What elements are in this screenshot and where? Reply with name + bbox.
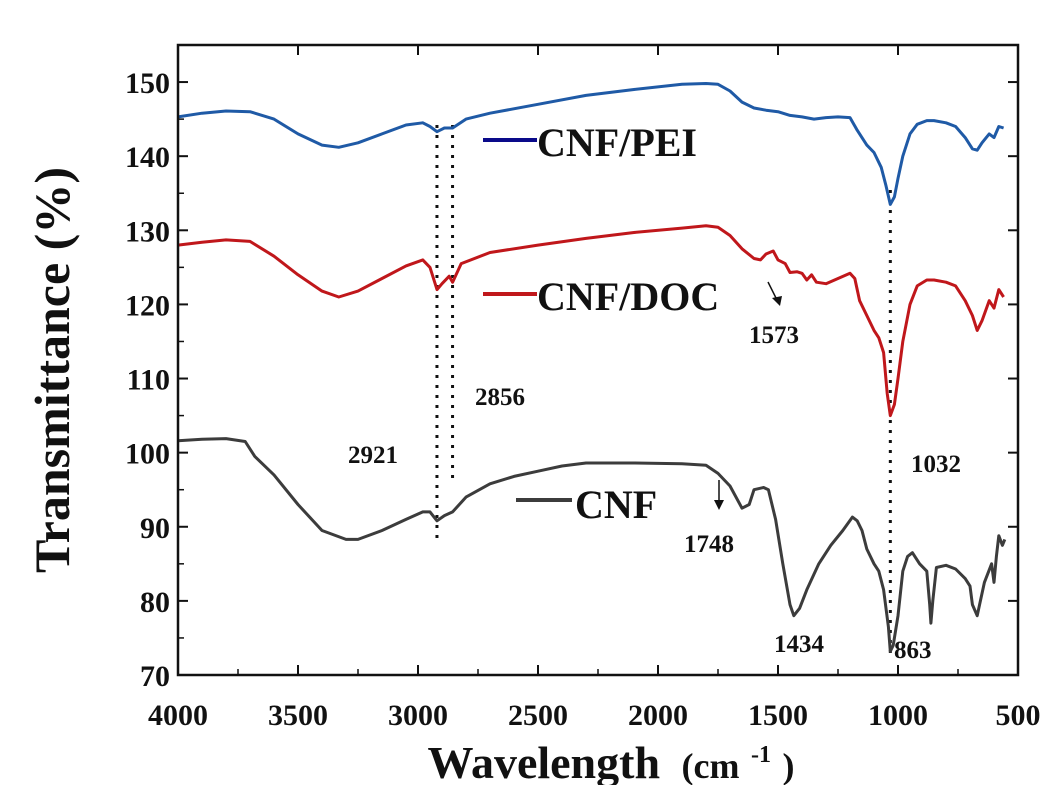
annotation-1434: 1434 xyxy=(774,631,825,658)
x-axis-unit-close: ) xyxy=(783,746,795,785)
x-axis-title: Wavelength (cm -1 ) xyxy=(427,721,794,785)
y-tick-label: 100 xyxy=(125,438,170,471)
x-tick-label: 500 xyxy=(996,699,1041,732)
y-tick-label: 110 xyxy=(127,364,170,397)
legend-label-cnf-doc: CNF/DOC xyxy=(537,274,719,319)
x-axis-title-text: Wavelength xyxy=(427,737,660,785)
y-tick-label: 70 xyxy=(140,660,170,693)
y-axis-title: Transmittance (%) xyxy=(24,167,80,573)
x-tick-label: 4000 xyxy=(148,699,208,732)
y-tick-label: 150 xyxy=(125,67,170,100)
annotation-863: 863 xyxy=(894,637,932,664)
y-tick-label: 80 xyxy=(140,586,170,619)
legend: CNF/PEI CNF/DOC CNF xyxy=(483,120,719,527)
x-axis-unit-superscript: -1 xyxy=(751,742,771,768)
arrow-1748-head xyxy=(714,500,724,510)
arrow-1573-head xyxy=(772,296,782,306)
x-tick-label: 2000 xyxy=(628,699,688,732)
annotation-1032: 1032 xyxy=(911,451,961,478)
y-tick-label: 140 xyxy=(125,141,170,174)
peak-annotations: 2921 2856 1573 1748 1434 1032 863 xyxy=(348,281,961,664)
annotation-1748: 1748 xyxy=(684,531,734,558)
series-line-cnf-pei xyxy=(177,82,1005,206)
x-tick-label: 3500 xyxy=(268,699,328,732)
annotation-1573: 1573 xyxy=(749,322,799,349)
x-tick-label: 2500 xyxy=(508,699,568,732)
x-axis-unit: (cm xyxy=(682,746,740,785)
annotation-2921: 2921 xyxy=(348,442,398,469)
series-line-cnf-doc xyxy=(177,224,1005,418)
x-tick-label: 1000 xyxy=(868,699,928,732)
peak-guide-lines xyxy=(435,125,892,660)
legend-label-cnf-pei: CNF/PEI xyxy=(537,120,697,165)
x-tick-label: 1500 xyxy=(748,699,808,732)
y-tick-label: 90 xyxy=(140,512,170,545)
axis-ticks xyxy=(177,45,1019,676)
series-layer xyxy=(177,82,1007,653)
annotation-2856: 2856 xyxy=(475,384,525,411)
series-line-cnf xyxy=(177,437,1007,653)
y-tick-label: 130 xyxy=(125,215,170,248)
y-tick-label: 120 xyxy=(125,289,170,322)
x-tick-label: 3000 xyxy=(388,699,448,732)
legend-label-cnf: CNF xyxy=(575,482,657,527)
axis-tick-labels: 4000 3500 3000 2500 2000 1500 1000 500 70 80 90 100… xyxy=(125,67,1041,732)
